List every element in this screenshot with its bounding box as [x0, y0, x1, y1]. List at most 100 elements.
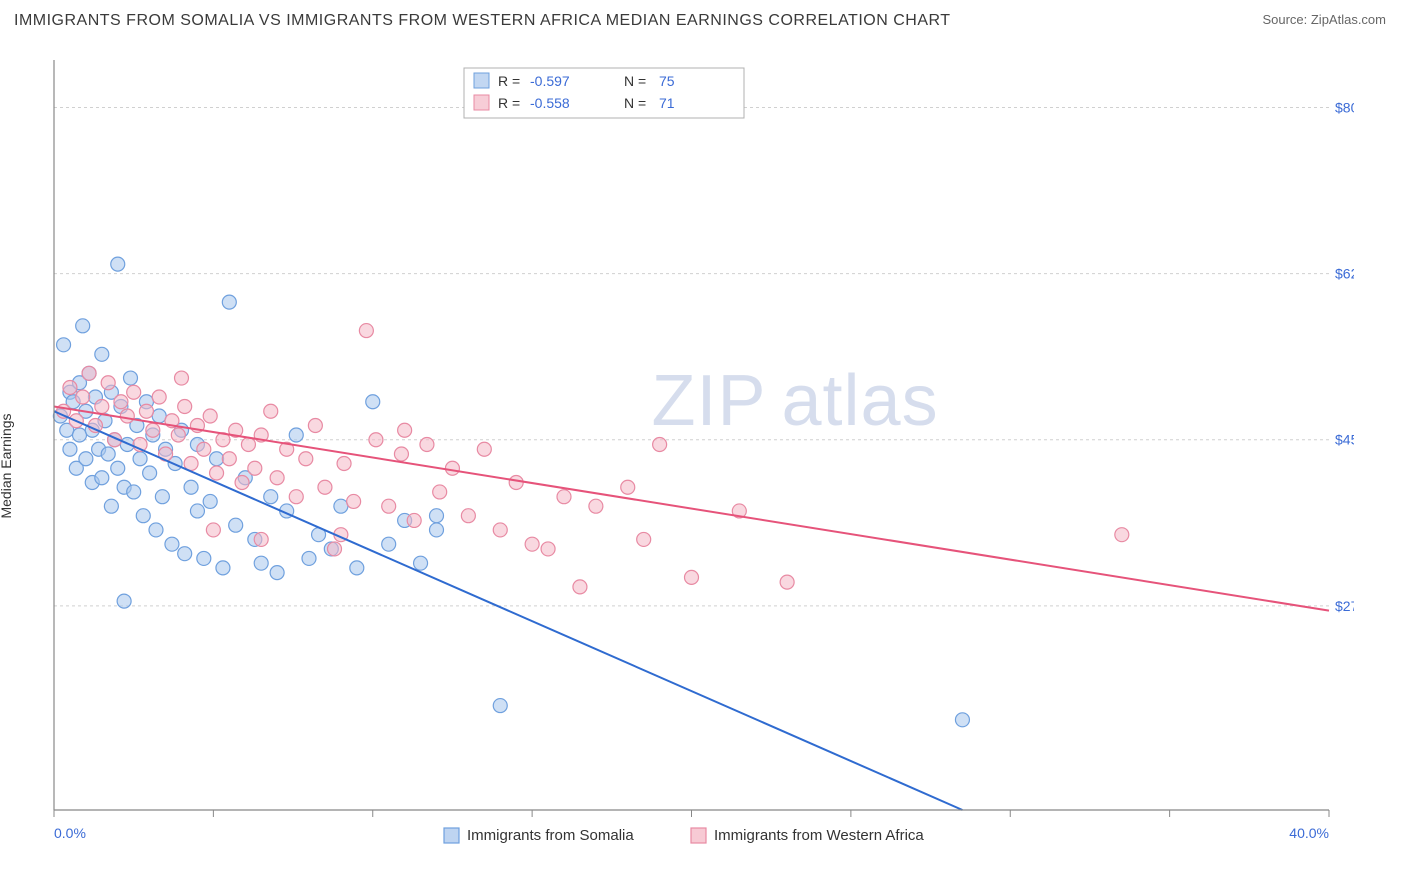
- data-point: [124, 371, 138, 385]
- data-point: [270, 566, 284, 580]
- data-point: [222, 295, 236, 309]
- legend-r-label: R =: [498, 73, 520, 89]
- data-point: [184, 480, 198, 494]
- y-tick-label: $80,000: [1335, 99, 1354, 115]
- data-point: [1115, 528, 1129, 542]
- data-point: [254, 532, 268, 546]
- data-point: [477, 442, 491, 456]
- data-point: [79, 452, 93, 466]
- data-point: [197, 442, 211, 456]
- data-point: [222, 452, 236, 466]
- data-point: [557, 490, 571, 504]
- data-point: [264, 404, 278, 418]
- data-point: [433, 485, 447, 499]
- data-point: [509, 475, 523, 489]
- data-point: [178, 547, 192, 561]
- y-tick-label: $27,500: [1335, 598, 1354, 614]
- data-point: [165, 537, 179, 551]
- data-point: [302, 551, 316, 565]
- legend-series-label: Immigrants from Western Africa: [714, 827, 924, 844]
- data-point: [210, 452, 224, 466]
- data-point: [101, 447, 115, 461]
- data-point: [101, 376, 115, 390]
- data-point: [328, 542, 342, 556]
- data-point: [206, 523, 220, 537]
- data-point: [407, 513, 421, 527]
- data-point: [420, 437, 434, 451]
- data-point: [203, 494, 217, 508]
- data-point: [73, 428, 87, 442]
- data-point: [289, 490, 303, 504]
- data-point: [430, 509, 444, 523]
- data-point: [780, 575, 794, 589]
- data-point: [573, 580, 587, 594]
- legend-n-value: 71: [659, 95, 675, 111]
- data-point: [197, 551, 211, 565]
- trend-line: [54, 411, 962, 810]
- data-point: [149, 523, 163, 537]
- data-point: [350, 561, 364, 575]
- data-point: [685, 570, 699, 584]
- data-point: [318, 480, 332, 494]
- data-point: [637, 532, 651, 546]
- data-point: [95, 471, 109, 485]
- data-point: [133, 452, 147, 466]
- data-point: [369, 433, 383, 447]
- data-point: [398, 423, 412, 437]
- data-point: [76, 390, 90, 404]
- chart-title: IMMIGRANTS FROM SOMALIA VS IMMIGRANTS FR…: [14, 12, 951, 30]
- data-point: [152, 409, 166, 423]
- data-point: [190, 504, 204, 518]
- source-attribution: Source: ZipAtlas.com: [1262, 12, 1386, 27]
- data-point: [359, 324, 373, 338]
- data-point: [337, 456, 351, 470]
- data-point: [216, 561, 230, 575]
- data-point: [541, 542, 555, 556]
- x-tick-label: 0.0%: [54, 825, 86, 841]
- data-point: [347, 494, 361, 508]
- legend-r-value: -0.597: [530, 73, 570, 89]
- data-point: [111, 461, 125, 475]
- data-point: [525, 537, 539, 551]
- data-point: [308, 419, 322, 433]
- data-point: [461, 509, 475, 523]
- data-point: [76, 319, 90, 333]
- data-point: [95, 400, 109, 414]
- source-link[interactable]: ZipAtlas.com: [1311, 12, 1386, 27]
- data-point: [241, 437, 255, 451]
- data-point: [589, 499, 603, 513]
- data-point: [104, 499, 118, 513]
- data-point: [143, 466, 157, 480]
- legend-swatch: [474, 95, 489, 110]
- legend-series-label: Immigrants from Somalia: [467, 827, 634, 844]
- watermark: atlas: [782, 361, 939, 441]
- data-point: [382, 537, 396, 551]
- legend-swatch: [691, 828, 706, 843]
- data-point: [264, 490, 278, 504]
- legend-n-label: N =: [624, 95, 646, 111]
- data-point: [366, 395, 380, 409]
- data-point: [63, 381, 77, 395]
- data-point: [394, 447, 408, 461]
- data-point: [152, 390, 166, 404]
- data-point: [136, 509, 150, 523]
- data-point: [414, 556, 428, 570]
- data-point: [493, 523, 507, 537]
- data-point: [235, 475, 249, 489]
- data-point: [653, 437, 667, 451]
- data-point: [175, 371, 189, 385]
- data-point: [430, 523, 444, 537]
- data-point: [127, 385, 141, 399]
- data-point: [155, 490, 169, 504]
- data-point: [248, 461, 262, 475]
- data-point: [270, 471, 284, 485]
- y-tick-label: $62,500: [1335, 266, 1354, 282]
- data-point: [139, 404, 153, 418]
- y-tick-label: $45,000: [1335, 432, 1354, 448]
- data-point: [146, 423, 160, 437]
- data-point: [254, 556, 268, 570]
- data-point: [955, 713, 969, 727]
- data-point: [203, 409, 217, 423]
- data-point: [63, 442, 77, 456]
- data-point: [210, 466, 224, 480]
